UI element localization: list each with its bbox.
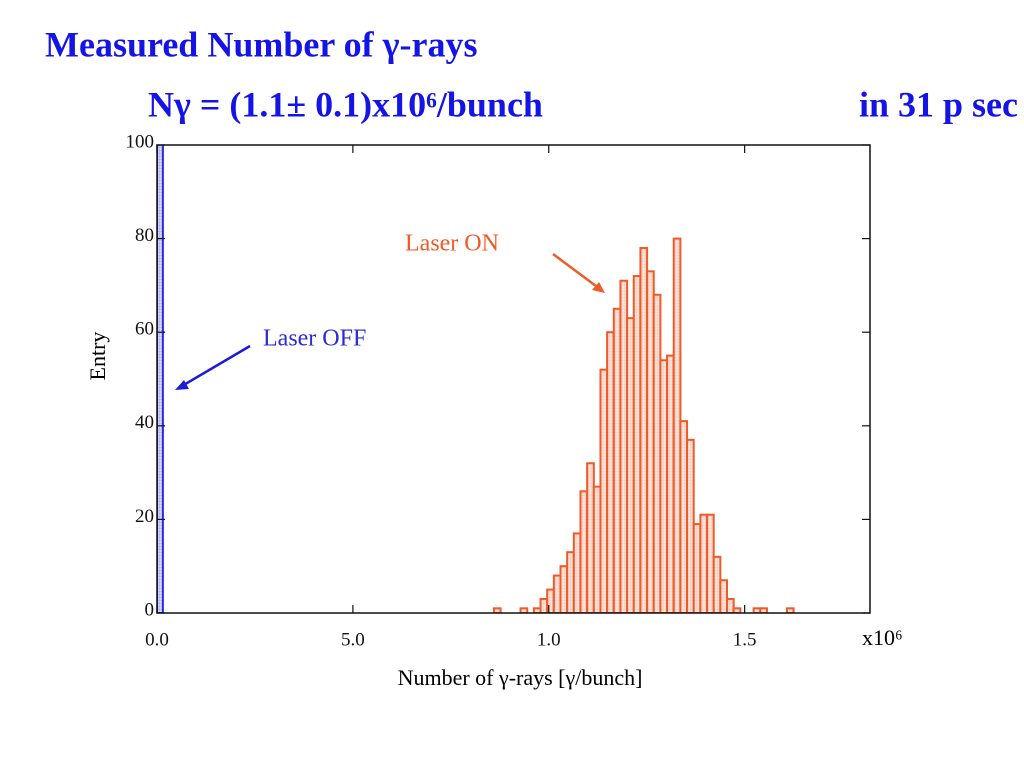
x-tick-label: 5.0	[341, 629, 365, 650]
x-tick-label: 1.5	[733, 629, 757, 650]
annotation-label: Laser OFF	[263, 326, 366, 352]
y-tick-label: 40	[135, 412, 154, 433]
plot-area	[157, 145, 795, 613]
histogram-bar	[785, 607, 795, 613]
histogram-bar	[759, 607, 768, 613]
y-tick-label: 0	[145, 599, 155, 620]
x-tick-label: 1.0	[537, 629, 561, 650]
x-tick-label: 0.0	[145, 629, 169, 650]
y-tick-label: 100	[126, 131, 155, 152]
y-tick-label: 80	[135, 225, 154, 246]
slide-title: Measured Number of γ-rays	[45, 24, 477, 64]
histogram-bar	[492, 607, 502, 613]
slide-subtitle: Nγ = (1.1± 0.1)x10⁶/bunch	[148, 84, 543, 124]
plot-frame	[156, 144, 871, 614]
annotation-label: Laser ON	[405, 231, 499, 257]
annotation-arrow	[552, 252, 601, 291]
arrow-head	[175, 380, 189, 390]
annotation-arrow	[181, 344, 251, 388]
y-tick-label: 20	[135, 506, 154, 527]
histogram-bar	[519, 607, 529, 613]
x-axis-label: Number of γ-rays [γ/bunch]	[398, 665, 643, 690]
histogram-bar	[157, 145, 164, 613]
y-axis-label: Entry	[85, 332, 110, 381]
slide-subtitle-note: in 31 p sec	[859, 84, 1018, 124]
histogram-bar	[726, 597, 735, 613]
arrow-head	[592, 282, 605, 293]
y-tick-label: 60	[135, 319, 154, 340]
x-multiplier: x10⁶	[862, 625, 903, 650]
histogram-bar	[732, 607, 742, 613]
